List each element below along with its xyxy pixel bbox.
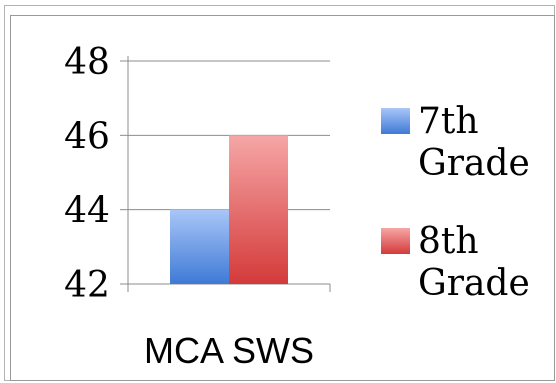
- legend-label-line2: Grade: [418, 263, 530, 304]
- bar-eighth-grade: [229, 135, 288, 284]
- y-tick-labels: 42 44 46 48: [64, 42, 110, 306]
- chart-frame: [10, 15, 555, 381]
- legend-swatch-seventh-grade: [381, 108, 410, 134]
- legend-label-line2: Grade: [418, 143, 530, 184]
- y-tick-label: 42: [64, 265, 110, 306]
- legend-swatch-eighth-grade: [381, 228, 410, 254]
- x-category-label: MCA SWS: [144, 330, 314, 371]
- legend-label-line1: 8th: [418, 221, 479, 262]
- x-tick-labels: MCA SWS: [144, 330, 314, 371]
- bars: [170, 135, 288, 284]
- y-tick-label: 48: [64, 42, 110, 83]
- legend-label-line1: 7th: [418, 101, 479, 142]
- bar-seventh-grade: [170, 209, 229, 284]
- y-tick-label: 44: [64, 191, 110, 232]
- y-tick-label: 46: [64, 116, 110, 157]
